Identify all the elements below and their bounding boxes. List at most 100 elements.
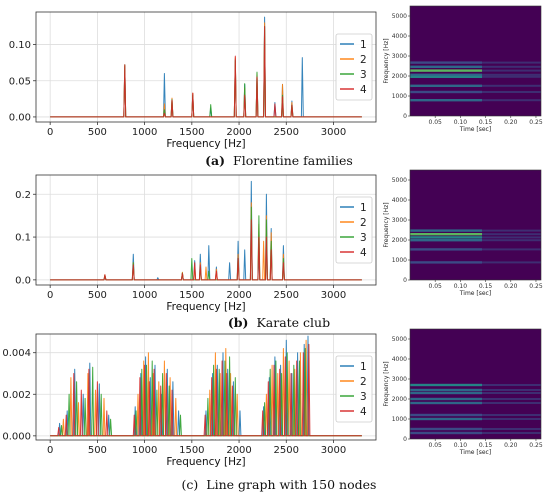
spectrogram-band-tail-6: [482, 392, 541, 394]
spectrogram-y-label: Frequency [Hz]: [383, 38, 390, 83]
spectrogram-x-label: Time [sec]: [459, 449, 491, 456]
x-tick-label: 2000: [226, 290, 251, 301]
spectrogram-x-tick-label: 0.10: [454, 119, 468, 126]
spectrogram-x-label: Time [sec]: [459, 126, 491, 133]
panel-c: 0 500 1000 1500 2000 2500 3000 0.000 0.002 0.004 F…: [2, 328, 543, 492]
legend-label-2: 2: [360, 217, 367, 229]
spectrogram-y-tick-label: 2000: [392, 237, 407, 244]
spectrogram-y-tick-label: 5000: [392, 13, 407, 20]
spectrogram-band-tail-0: [482, 432, 541, 434]
spectrogram-band-2: [410, 84, 483, 87]
spectrogram-band-5: [410, 229, 483, 232]
spectrogram-band-3: [410, 236, 483, 239]
spectrogram-x-tick-label: 0.25: [529, 119, 543, 126]
x-tick-label: 1000: [132, 127, 157, 138]
line-plot-c: 0 500 1000 1500 2000 2500 3000 0.000 0.002 0.004 F…: [2, 333, 377, 468]
spectrogram-band-tail-1: [482, 91, 541, 93]
spectrogram-x-tick-label: 0.20: [504, 442, 518, 449]
spectrogram-band-tail-4: [482, 233, 541, 236]
legend-label-3: 3: [360, 232, 367, 244]
spectrogram-x-tick-label: 0.25: [529, 442, 543, 449]
x-tick-label: 1500: [179, 290, 204, 301]
spectrogram-y-tick-label: 0: [403, 277, 407, 284]
series-line-4: [50, 343, 362, 437]
spectrogram-band-tail-1: [482, 428, 541, 430]
spectrogram-band-1: [410, 248, 483, 251]
spectrogram-y-tick-label: 5000: [392, 177, 407, 184]
y-tick-label: 0.05: [9, 76, 31, 87]
legend-label-2: 2: [360, 54, 367, 66]
spectrogram-y-tick-label: 0: [403, 113, 407, 120]
y-tick-label: 0.000: [2, 431, 31, 442]
spectrogram-y-tick-label: 5000: [392, 336, 407, 343]
spectrogram-y-tick-label: 4000: [392, 33, 407, 40]
y-tick-label: 0.0: [15, 275, 31, 286]
spectrogram-frame: [409, 5, 542, 117]
spectrogram-band-tail-1: [482, 248, 541, 251]
caption-c-letter: (c): [182, 477, 199, 492]
x-tick-label: 3000: [321, 445, 346, 456]
legend-label-2: 2: [360, 376, 367, 388]
spectrogram-x-tick-label: 0.25: [529, 283, 543, 290]
panel-b: 0 500 1000 1500 2000 2500 3000 0.0 0.1 0.2 Frequen…: [15, 169, 543, 330]
line-plot-b: 0 500 1000 1500 2000 2500 3000 0.0 0.1 0.2 Frequen…: [15, 174, 377, 313]
x-tick-label: 0: [47, 127, 53, 138]
legend-label-4: 4: [360, 247, 367, 259]
series-line-2: [50, 202, 362, 281]
spectrogram-band-2: [410, 239, 483, 242]
spectrogram-x-tick-label: 0.05: [429, 442, 443, 449]
spectrogram-band-3: [410, 413, 483, 417]
spectrogram-x-tick-label: 0.20: [504, 119, 518, 126]
spectrogram-band-2: [410, 417, 483, 421]
x-axis-label: Frequency [Hz]: [166, 138, 245, 150]
spectrogram-band-tail-0: [482, 99, 541, 102]
spectrogram-x-label: Time [sec]: [459, 290, 491, 297]
legend-label-3: 3: [360, 391, 367, 403]
y-tick-label: 0.00: [9, 112, 31, 123]
spectrogram-band-4: [410, 233, 483, 236]
spectrogram-y-label: Frequency [Hz]: [383, 361, 390, 406]
x-axis-label: Frequency [Hz]: [166, 301, 245, 313]
x-tick-label: 1000: [132, 445, 157, 456]
caption-b: (b) Karate club: [228, 315, 330, 330]
series-line-3: [50, 348, 362, 437]
spectrogram-band-6: [410, 65, 483, 68]
series-line-1: [50, 16, 362, 118]
legend-label-1: 1: [360, 361, 367, 373]
caption-a-letter: (a): [205, 153, 225, 168]
x-tick-label: 1000: [132, 290, 157, 301]
caption-c: (c) Line graph with 150 nodes: [182, 477, 377, 492]
spectrogram-band-tail-2: [482, 239, 541, 242]
legend-label-4: 4: [360, 406, 367, 418]
spectrogram-band-tail-3: [482, 75, 541, 78]
spectrogram-band-tail-5: [482, 69, 541, 72]
series-line-2: [50, 22, 362, 118]
legend-label-1: 1: [360, 39, 367, 51]
spectrogram-band-tail-3: [482, 236, 541, 239]
spectrogram-frame: [409, 169, 542, 281]
spectrogram-band-tail-7: [482, 389, 541, 391]
spectrogram-band-5: [410, 397, 483, 401]
series-line-3: [50, 26, 362, 118]
caption-b-letter: (b): [228, 315, 249, 330]
y-tick-label: 0.1: [15, 233, 31, 244]
spectrogram-band-1: [410, 427, 483, 431]
spectrogram-x-tick-label: 0.05: [429, 119, 443, 126]
x-tick-label: 2500: [274, 445, 299, 456]
spectrogram-band-6: [410, 391, 483, 395]
caption-c-text: Line graph with 150 nodes: [206, 477, 376, 492]
spectrogram-x-tick-label: 0.10: [454, 442, 468, 449]
spectrogram-y-tick-label: 3000: [392, 217, 407, 224]
series-line-1: [50, 180, 362, 281]
x-tick-label: 0: [47, 445, 53, 456]
spectrogram-band-3: [410, 75, 483, 78]
spectrogram-band-5: [410, 69, 483, 72]
x-tick-label: 2000: [226, 445, 251, 456]
spectrogram-band-tail-0: [482, 261, 541, 264]
spectrogram-background: [410, 6, 541, 116]
spectrogram-y-tick-label: 1000: [392, 93, 407, 100]
spectrogram-x-tick-label: 0.20: [504, 283, 518, 290]
spectrogram-y-tick-label: 2000: [392, 73, 407, 80]
spectrogram-y-tick-label: 0: [403, 436, 407, 443]
